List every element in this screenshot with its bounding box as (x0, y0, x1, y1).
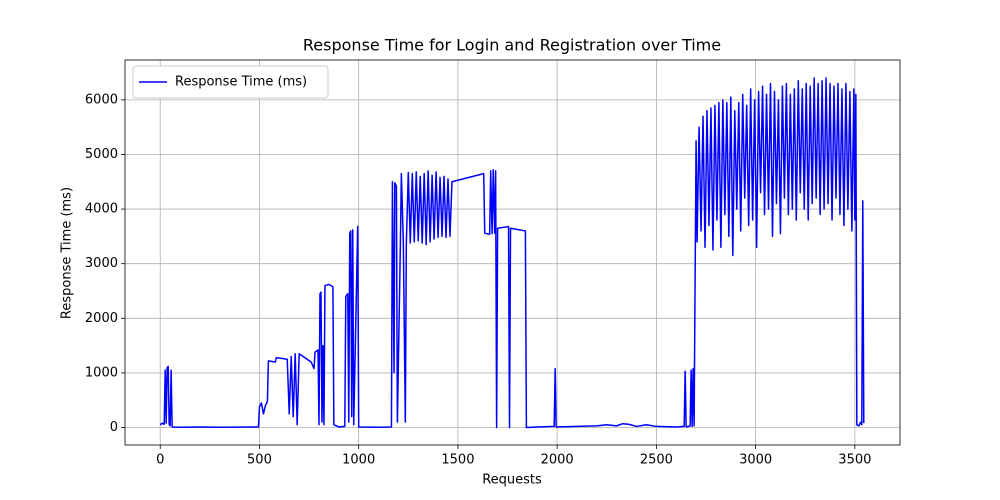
y-tick-label: 6000 (85, 92, 118, 107)
y-tick-label: 3000 (85, 256, 118, 271)
y-tick-label: 4000 (85, 202, 118, 217)
y-tick-label: 1000 (85, 365, 118, 380)
x-tick-label: 3500 (838, 453, 871, 468)
x-tick-label: 2000 (541, 453, 574, 468)
legend-box (132, 65, 329, 99)
data-line (159, 77, 865, 429)
y-axis-label: Response Time (ms) (60, 187, 75, 319)
x-tick-label: 2500 (640, 453, 673, 468)
plot-frame (124, 59, 901, 446)
y-tick-label: 5000 (85, 147, 118, 162)
y-tick-label: 0 (110, 420, 118, 435)
x-tick-label: 1000 (342, 453, 375, 468)
x-axis-label: Requests (482, 473, 542, 488)
x-tick-label: 3000 (739, 453, 772, 468)
legend-label: Response Time (ms) (175, 75, 307, 90)
y-tick-label: 2000 (85, 311, 118, 326)
x-tick-label: 0 (156, 453, 164, 468)
legend: Response Time (ms) (132, 65, 329, 99)
x-tick-label: 500 (247, 453, 272, 468)
chart-title: Response Time for Login and Registration… (303, 36, 721, 55)
x-tick-label: 1500 (441, 453, 474, 468)
